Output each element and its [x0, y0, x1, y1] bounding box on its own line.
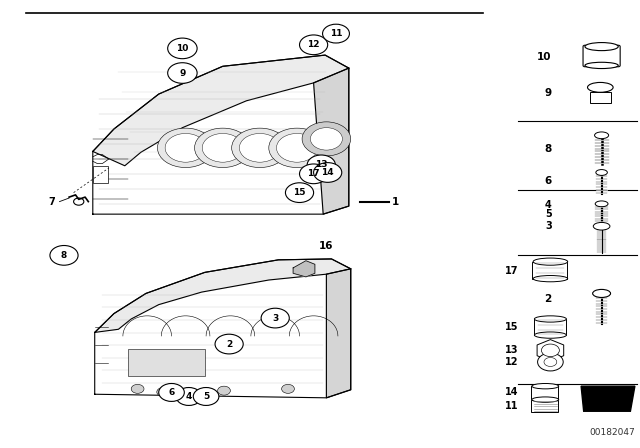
Polygon shape — [326, 269, 351, 398]
Circle shape — [302, 122, 351, 156]
Circle shape — [50, 246, 78, 265]
Ellipse shape — [585, 62, 618, 69]
Text: 11: 11 — [505, 401, 518, 411]
Text: 1: 1 — [392, 197, 399, 207]
Circle shape — [538, 353, 563, 371]
FancyBboxPatch shape — [532, 262, 567, 279]
Text: 10: 10 — [176, 44, 189, 53]
Text: 15: 15 — [505, 322, 518, 332]
Ellipse shape — [595, 132, 609, 139]
Circle shape — [168, 38, 197, 59]
Circle shape — [131, 384, 144, 393]
Text: 2: 2 — [226, 340, 232, 349]
Text: 17: 17 — [505, 266, 518, 276]
Text: 3: 3 — [272, 314, 278, 323]
Circle shape — [282, 384, 294, 393]
Circle shape — [314, 163, 342, 182]
Circle shape — [232, 128, 288, 168]
Circle shape — [276, 134, 317, 162]
Text: 9: 9 — [545, 88, 552, 98]
Ellipse shape — [533, 258, 568, 265]
Polygon shape — [93, 55, 349, 166]
Polygon shape — [293, 261, 315, 277]
Text: 3: 3 — [545, 221, 552, 231]
Ellipse shape — [588, 82, 613, 92]
Text: 10: 10 — [537, 52, 552, 62]
Circle shape — [159, 383, 184, 401]
Circle shape — [285, 183, 314, 202]
Circle shape — [300, 35, 328, 55]
Polygon shape — [95, 259, 351, 332]
Ellipse shape — [595, 201, 608, 207]
FancyBboxPatch shape — [590, 92, 611, 103]
Text: 13: 13 — [505, 345, 518, 355]
Text: 4: 4 — [186, 392, 192, 401]
Polygon shape — [93, 55, 349, 214]
Ellipse shape — [534, 316, 566, 322]
Ellipse shape — [596, 170, 607, 176]
Circle shape — [541, 344, 559, 357]
Circle shape — [310, 128, 342, 150]
Text: 00182047: 00182047 — [589, 428, 635, 437]
FancyBboxPatch shape — [534, 319, 566, 335]
Text: 14: 14 — [321, 168, 334, 177]
Polygon shape — [314, 68, 349, 214]
Circle shape — [323, 24, 349, 43]
Ellipse shape — [585, 43, 618, 51]
FancyBboxPatch shape — [583, 45, 620, 67]
Circle shape — [269, 128, 325, 168]
Circle shape — [261, 308, 289, 328]
Text: 5: 5 — [545, 209, 552, 219]
Polygon shape — [537, 340, 564, 361]
Text: 6: 6 — [168, 388, 175, 397]
FancyBboxPatch shape — [531, 386, 558, 399]
FancyBboxPatch shape — [93, 166, 108, 183]
Text: 5: 5 — [203, 392, 209, 401]
Circle shape — [193, 388, 219, 405]
Text: 8: 8 — [61, 251, 67, 260]
Text: 12: 12 — [307, 40, 320, 49]
Ellipse shape — [593, 289, 611, 297]
Circle shape — [215, 334, 243, 354]
Text: 7: 7 — [48, 197, 55, 207]
Circle shape — [165, 134, 206, 162]
Ellipse shape — [534, 332, 566, 338]
Text: 15: 15 — [293, 188, 306, 197]
Ellipse shape — [593, 223, 610, 230]
Circle shape — [202, 134, 243, 162]
FancyBboxPatch shape — [128, 349, 205, 376]
Circle shape — [157, 388, 170, 396]
Ellipse shape — [532, 397, 559, 402]
Text: 6: 6 — [545, 177, 552, 186]
Circle shape — [300, 164, 328, 184]
Text: 4: 4 — [545, 200, 552, 210]
Text: 11: 11 — [330, 29, 342, 38]
Text: 13: 13 — [315, 160, 328, 169]
Ellipse shape — [533, 276, 568, 282]
Text: 12: 12 — [505, 357, 518, 367]
Circle shape — [239, 134, 280, 162]
Circle shape — [176, 388, 202, 405]
Circle shape — [195, 128, 251, 168]
Text: 9: 9 — [179, 69, 186, 78]
Text: 16: 16 — [319, 241, 333, 250]
Circle shape — [168, 63, 197, 83]
Text: 2: 2 — [545, 294, 552, 304]
Polygon shape — [95, 259, 351, 398]
Circle shape — [307, 155, 335, 175]
Circle shape — [218, 386, 230, 395]
Text: 14: 14 — [505, 388, 518, 397]
Circle shape — [157, 128, 214, 168]
Circle shape — [544, 358, 557, 366]
Ellipse shape — [532, 383, 559, 389]
Polygon shape — [581, 386, 635, 411]
Text: 17: 17 — [307, 169, 320, 178]
FancyBboxPatch shape — [531, 400, 558, 412]
Text: 8: 8 — [545, 144, 552, 154]
